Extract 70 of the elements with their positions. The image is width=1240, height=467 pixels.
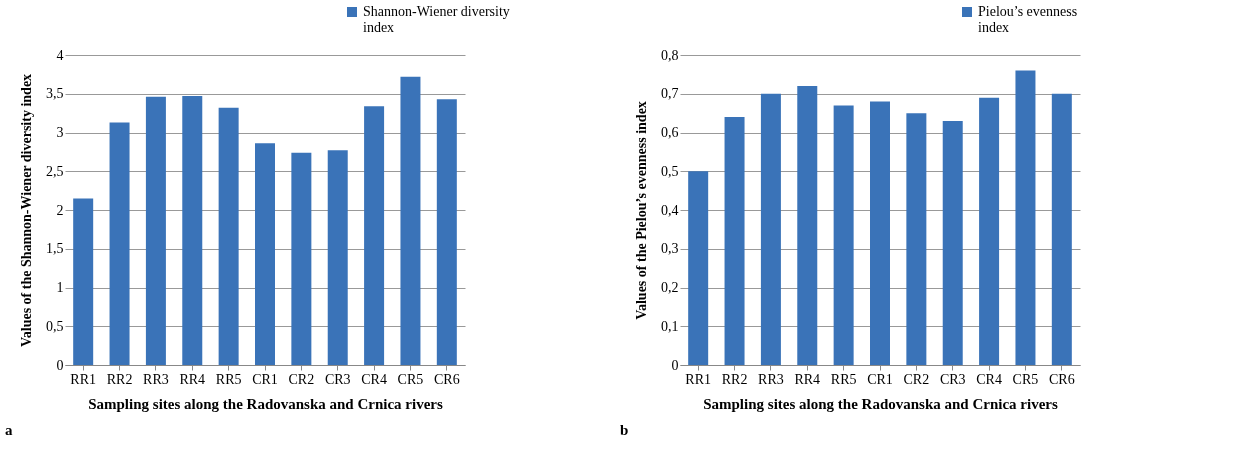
bar: [979, 97, 1000, 365]
x-tick-label: CR4: [976, 371, 1002, 387]
bar: [218, 107, 239, 365]
y-tick-label: 0,4: [661, 202, 679, 218]
y-tick-label: 0,8: [661, 47, 679, 63]
y-tick-label: 0,5: [661, 163, 679, 179]
bar: [327, 150, 348, 365]
x-tick-label: RR4: [794, 371, 821, 387]
x-tick-label: RR5: [215, 371, 242, 387]
x-tick-label: RR3: [143, 371, 169, 387]
y-tick-label: 0,7: [661, 86, 679, 102]
y-tick-label: 0,6: [661, 125, 679, 140]
bar: [906, 113, 927, 365]
y-tick-label: 1,5: [46, 241, 64, 257]
x-axis-title: Sampling sites along the Radovanska and Crnica rivers: [88, 395, 443, 412]
x-tick-label: CR3: [939, 371, 966, 387]
text: a: [5, 422, 13, 438]
x-tick-label: RR2: [721, 371, 748, 387]
y-tick-label: 3: [56, 125, 64, 140]
y-tick-label: 2,5: [46, 163, 64, 179]
bar: [1015, 70, 1036, 365]
bar: [73, 198, 94, 365]
y-tick-label: 0: [56, 357, 64, 373]
x-tick-label: RR1: [685, 371, 712, 387]
legend-label: Pielou’s evenness index: [978, 4, 1078, 35]
x-tick-label: CR3: [324, 371, 351, 387]
y-tick-label: 1: [56, 280, 64, 295]
bar: [436, 99, 457, 365]
y-tick-label: 4: [56, 47, 64, 63]
y-tick-label: 0,2: [661, 280, 679, 295]
bar: [833, 105, 854, 365]
bar: [400, 76, 421, 365]
y-tick-label: 0: [671, 357, 679, 373]
x-tick-label: RR5: [830, 371, 857, 387]
y-tick-label: 0,3: [661, 241, 679, 257]
x-tick-label: CR5: [1012, 371, 1039, 387]
y-tick-label: 3,5: [46, 86, 64, 102]
x-tick-label: RR1: [70, 371, 97, 387]
y-tick-label: 0,1: [661, 318, 679, 334]
y-axis-title: Values of the Pielou’s evenness index: [634, 101, 649, 320]
y-tick-label: 0,5: [46, 318, 64, 334]
bar: [109, 122, 130, 365]
x-tick-label: RR4: [179, 371, 206, 387]
x-tick-label: CR1: [252, 371, 278, 387]
y-axis-title: Values of the Shannon-Wiener diversity index: [19, 73, 34, 348]
bar: [182, 96, 203, 365]
bar: [1051, 93, 1072, 365]
x-axis-title: Sampling sites along the Radovanska and Crnica rivers: [703, 395, 1058, 412]
bar: [797, 86, 818, 365]
bar: [291, 152, 312, 365]
bar: [255, 143, 275, 365]
legend-label: Shannon-Wiener diversity index: [363, 4, 510, 35]
text: b: [620, 422, 629, 438]
x-tick-label: CR4: [361, 371, 387, 387]
bar: [145, 96, 166, 365]
x-tick-label: CR2: [288, 371, 315, 387]
bar: [364, 106, 385, 365]
x-tick-label: RR2: [106, 371, 133, 387]
x-tick-label: CR1: [867, 371, 893, 387]
x-tick-label: CR5: [397, 371, 424, 387]
bar: [942, 120, 963, 365]
bar: [688, 171, 709, 365]
x-tick-label: RR3: [758, 371, 784, 387]
bar: [870, 101, 890, 365]
bar: [760, 93, 781, 365]
x-tick-label: CR2: [903, 371, 930, 387]
bar: [724, 117, 745, 365]
y-tick-label: 2: [56, 202, 64, 218]
x-tick-label: CR6: [1048, 371, 1075, 387]
x-tick-label: CR6: [433, 371, 460, 387]
